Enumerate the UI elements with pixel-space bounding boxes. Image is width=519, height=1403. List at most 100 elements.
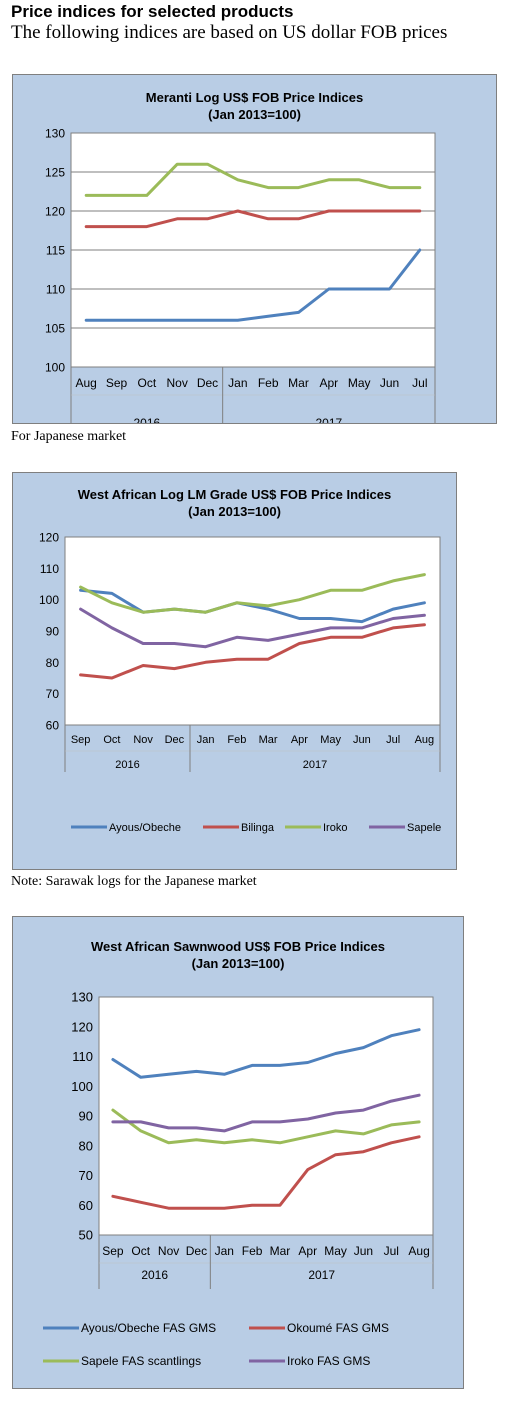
chart-title: West African Sawnwood US$ FOB Price Indi… <box>91 939 385 954</box>
west-african-log-price-chart: West African Log LM Grade US$ FOB Price … <box>39 487 441 834</box>
series-line <box>79 623 426 680</box>
y-tick-label: 90 <box>79 1109 93 1124</box>
y-tick-label: 120 <box>45 205 65 219</box>
series-line <box>111 1028 421 1079</box>
legend-label: Ayous/Obeche FAS GMS <box>81 1321 216 1335</box>
x-tick-label: Oct <box>103 734 120 746</box>
x-tick-label: Nov <box>158 1244 179 1258</box>
x-tick-label: Aug <box>408 1244 429 1258</box>
series-line <box>84 162 422 197</box>
year-label: 2017 <box>315 416 342 423</box>
y-tick-label: 100 <box>71 1079 93 1094</box>
legend-label: Sapele <box>407 822 441 834</box>
x-tick-label: Sep <box>106 376 128 390</box>
series-line <box>111 1108 421 1145</box>
y-tick-label: 115 <box>46 244 65 258</box>
series-line <box>79 573 426 614</box>
y-tick-label: 120 <box>39 531 59 545</box>
x-tick-label: May <box>348 376 371 390</box>
chart-panel-west-african-sawnwood: West African Sawnwood US$ FOB Price Indi… <box>12 916 464 1389</box>
y-tick-label: 80 <box>79 1138 93 1153</box>
plot-area <box>98 996 434 1236</box>
x-tick-label: Feb <box>227 734 246 746</box>
chart-subtitle: (Jan 2013=100) <box>208 107 301 122</box>
x-tick-label: Feb <box>258 376 279 390</box>
x-tick-label: May <box>324 1244 347 1258</box>
chart-title: Meranti Log US$ FOB Price Indices <box>146 90 363 105</box>
x-tick-label: Jun <box>354 1244 373 1258</box>
chart-title: West African Log LM Grade US$ FOB Price … <box>78 487 392 502</box>
year-label: 2017 <box>308 1268 335 1282</box>
x-tick-label: Jan <box>197 734 215 746</box>
y-tick-label: 130 <box>71 990 93 1005</box>
x-tick-label: Apr <box>298 1244 317 1258</box>
legend-label: Iroko <box>323 822 347 834</box>
x-tick-label: Jul <box>384 1244 399 1258</box>
x-tick-label: Jan <box>215 1244 234 1258</box>
y-tick-label: 120 <box>71 1019 93 1034</box>
x-tick-label: Mar <box>270 1244 291 1258</box>
y-tick-label: 125 <box>45 166 65 180</box>
x-tick-label: Jul <box>386 734 400 746</box>
x-tick-label: Jul <box>412 376 427 390</box>
legend-label: Bilinga <box>241 822 275 834</box>
page-subheading: The following indices are based on US do… <box>11 22 448 43</box>
x-tick-label: Sep <box>71 734 91 746</box>
x-tick-label: Nov <box>166 376 187 390</box>
x-tick-label: Nov <box>133 734 153 746</box>
x-tick-label: Apr <box>291 734 308 746</box>
x-tick-label: Mar <box>288 376 309 390</box>
year-label: 2016 <box>141 1268 168 1282</box>
chart-subtitle: (Jan 2013=100) <box>192 956 285 971</box>
year-label: 2016 <box>133 416 160 423</box>
y-tick-label: 100 <box>39 593 59 607</box>
series-line <box>79 588 426 624</box>
year-label: 2017 <box>303 759 327 771</box>
x-tick-label: Jan <box>228 376 247 390</box>
x-tick-label: May <box>320 734 341 746</box>
legend-label: Iroko FAS GMS <box>287 1354 370 1368</box>
y-tick-label: 70 <box>46 687 60 701</box>
meranti-log-price-chart: Meranti Log US$ FOB Price Indices (Jan 20… <box>45 90 436 423</box>
x-tick-label: Oct <box>137 376 156 390</box>
y-tick-label: 110 <box>72 1049 93 1064</box>
y-tick-label: 110 <box>40 562 59 576</box>
chart-panel-meranti: Meranti Log US$ FOB Price Indices (Jan 20… <box>12 74 497 424</box>
series-line <box>111 1093 421 1133</box>
series-line <box>111 1135 421 1210</box>
x-tick-label: Apr <box>319 376 338 390</box>
chart-panel-west-african-log: West African Log LM Grade US$ FOB Price … <box>12 472 457 870</box>
y-tick-label: 60 <box>46 719 60 733</box>
legend-label: Sapele FAS scantlings <box>81 1354 201 1368</box>
x-tick-label: Dec <box>197 376 218 390</box>
y-tick-label: 105 <box>45 322 65 336</box>
y-tick-label: 110 <box>46 283 65 297</box>
x-tick-label: Dec <box>165 734 185 746</box>
y-tick-label: 50 <box>79 1228 93 1243</box>
year-label: 2016 <box>115 759 139 771</box>
x-tick-label: Sep <box>102 1244 124 1258</box>
x-tick-label: Jun <box>380 376 399 390</box>
legend-label: Ayous/Obeche <box>109 822 181 834</box>
plot-area <box>64 536 441 726</box>
page-heading: Price indices for selected products <box>11 2 294 21</box>
y-tick-label: 70 <box>79 1168 93 1183</box>
x-tick-label: Jun <box>353 734 371 746</box>
series-line <box>84 248 422 322</box>
y-tick-label: 100 <box>45 361 65 375</box>
y-tick-label: 130 <box>45 127 65 141</box>
series-line <box>79 607 426 649</box>
x-tick-label: Aug <box>415 734 435 746</box>
x-tick-label: Dec <box>186 1244 207 1258</box>
x-tick-label: Feb <box>242 1244 263 1258</box>
note-sarawak-logs: Note: Sarawak logs for the Japanese mark… <box>11 874 257 889</box>
note-japanese-market: For Japanese market <box>11 429 127 444</box>
legend-label: Okoumé FAS GMS <box>287 1321 389 1335</box>
x-tick-label: Oct <box>131 1244 150 1258</box>
x-tick-label: Mar <box>259 734 278 746</box>
west-african-sawnwood-price-chart: West African Sawnwood US$ FOB Price Indi… <box>43 939 434 1368</box>
y-tick-label: 80 <box>46 656 60 670</box>
x-tick-label: Aug <box>75 376 96 390</box>
series-line <box>84 209 422 229</box>
y-tick-label: 60 <box>79 1198 93 1213</box>
